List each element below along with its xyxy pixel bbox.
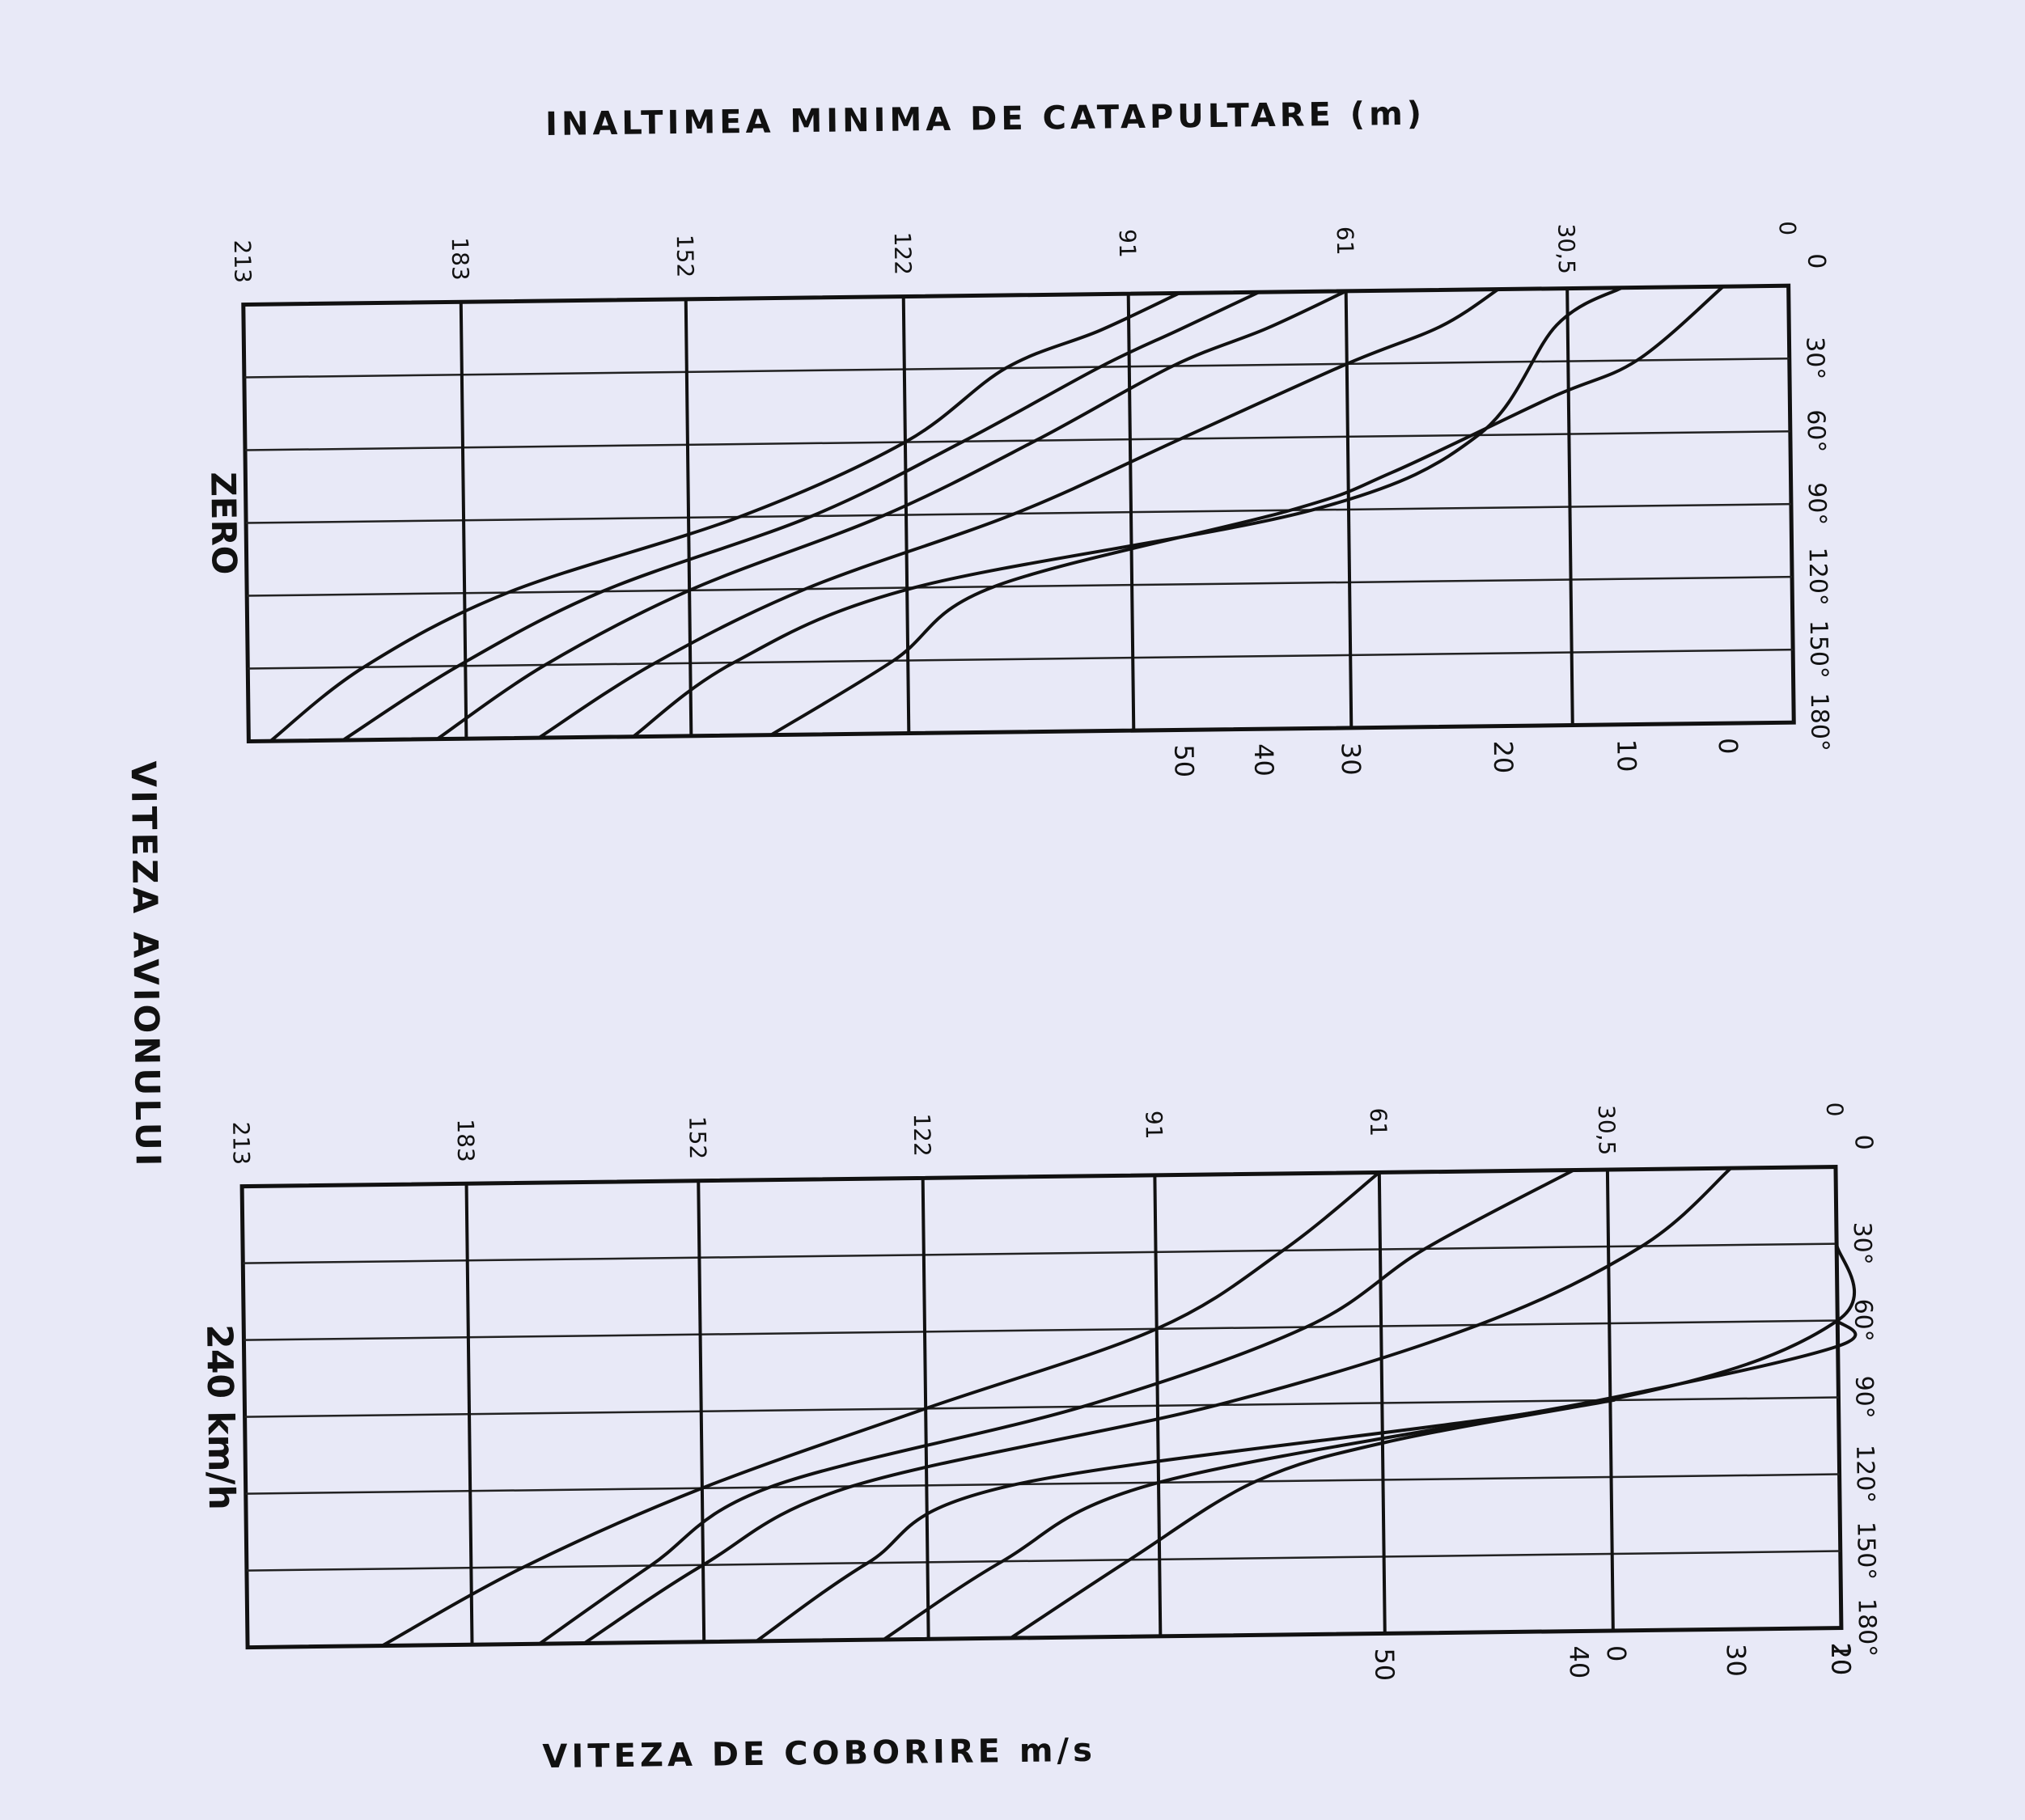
series-label: 50: [1168, 744, 1199, 777]
angle-label: 120°: [1850, 1445, 1879, 1504]
grid-line-height: [684, 298, 693, 736]
series-label: 20: [1488, 740, 1519, 773]
angle-label: 150°: [1804, 620, 1833, 679]
height-tick-label: 91: [1114, 229, 1141, 258]
descent-rate-curve: [583, 1166, 1733, 1645]
series-label: 0: [1713, 738, 1743, 755]
vertical-caption: VITEZA AVIONULUI: [124, 760, 168, 1169]
grid-line-height: [464, 1183, 474, 1645]
height-tick-label: 30,5: [1553, 223, 1580, 274]
series-label: 30: [1336, 743, 1366, 776]
height-tick-label: 122: [889, 231, 917, 275]
grid-line-height: [1126, 294, 1136, 731]
height-tick-label: 213: [227, 1121, 255, 1165]
descent-rate-curve: [882, 1318, 1858, 1641]
grid-line-angle: [244, 430, 1790, 451]
grid-line-angle: [243, 1242, 1837, 1264]
figure-title: INALTIMEA MINIMA DE CATAPULTARE (m): [545, 95, 1426, 143]
descent-rate-curve: [769, 285, 1725, 737]
descent-rate-curve: [754, 1242, 1857, 1643]
angle-label: 60°: [1802, 409, 1831, 453]
descent-rate-curve: [537, 287, 1500, 740]
angle-label: 150°: [1851, 1522, 1880, 1581]
grid-line-angle: [246, 1550, 1841, 1572]
series-label: 0: [1601, 1645, 1632, 1662]
descent-rate-curve: [631, 286, 1624, 739]
height-tick-label: 91: [1140, 1111, 1167, 1140]
height-tick-label: 213: [229, 239, 256, 283]
angle-label-zero: 0: [1802, 253, 1830, 269]
angle-label: 30°: [1800, 336, 1829, 380]
chart-panel-240: 213 183 152 122 91 61 30,5 0 0 30° 60° 90° 120° 150° 1…: [198, 1102, 1881, 1681]
angle-label: 60°: [1849, 1298, 1878, 1342]
height-tick-label: 61: [1365, 1107, 1392, 1136]
series-label: 20: [1825, 1642, 1856, 1675]
descent-rate-curve: [269, 291, 1181, 743]
grid-line-angle: [244, 1396, 1839, 1418]
angle-label-zero: 0: [1849, 1134, 1877, 1150]
descent-rate-curve: [1009, 1398, 1616, 1640]
series-label: 50: [1369, 1648, 1400, 1681]
series-label: 40: [1563, 1645, 1594, 1678]
angle-label: 30°: [1848, 1221, 1877, 1265]
descent-rate-curve: [435, 289, 1348, 741]
height-tick-label: 152: [684, 1116, 711, 1160]
grid-line-angle: [245, 1473, 1840, 1495]
grid-line-angle: [248, 648, 1794, 670]
grid-line-height: [1153, 1175, 1163, 1636]
grid-line-height: [459, 302, 468, 739]
descent-rate-curve: [341, 290, 1261, 743]
panel-label: 240 km/h: [198, 1324, 242, 1510]
series-label: 30: [1721, 1644, 1752, 1677]
height-tick-label: 183: [447, 237, 474, 281]
descent-rate-curve: [537, 1168, 1576, 1646]
grid-line-height: [901, 296, 911, 734]
descent-rate-curve: [380, 1170, 1381, 1648]
panel-label: ZERO: [203, 472, 244, 575]
series-label: 40: [1248, 743, 1279, 777]
angle-label: 90°: [1803, 482, 1832, 526]
bottom-caption: VITEZA DE COBORIRE m/s: [542, 1732, 1096, 1776]
series-label: 10: [1825, 1642, 1856, 1675]
grid-line-angle: [244, 1319, 1838, 1341]
angle-label: 180°: [1805, 692, 1834, 751]
series-label: 10: [1611, 739, 1642, 772]
height-tick-label: 0: [1821, 1102, 1848, 1116]
height-tick-label: 183: [452, 1119, 480, 1162]
angle-label: 120°: [1803, 547, 1832, 606]
height-tick-label: 152: [671, 235, 699, 278]
height-tick-label: 30,5: [1593, 1105, 1620, 1156]
grid-line-height: [1565, 288, 1574, 726]
height-tick-label: 0: [1774, 221, 1801, 235]
angle-label: 90°: [1849, 1375, 1879, 1419]
height-tick-label: 61: [1332, 226, 1358, 256]
chart-panel-zero: 213 183 152 122 91 61 30,5 0 0 30° 60° 90° 120° 150° 1…: [203, 221, 1834, 777]
angle-label: 180°: [1852, 1598, 1881, 1657]
grid-line-height: [1377, 1172, 1387, 1634]
height-tick-label: 122: [909, 1113, 936, 1157]
